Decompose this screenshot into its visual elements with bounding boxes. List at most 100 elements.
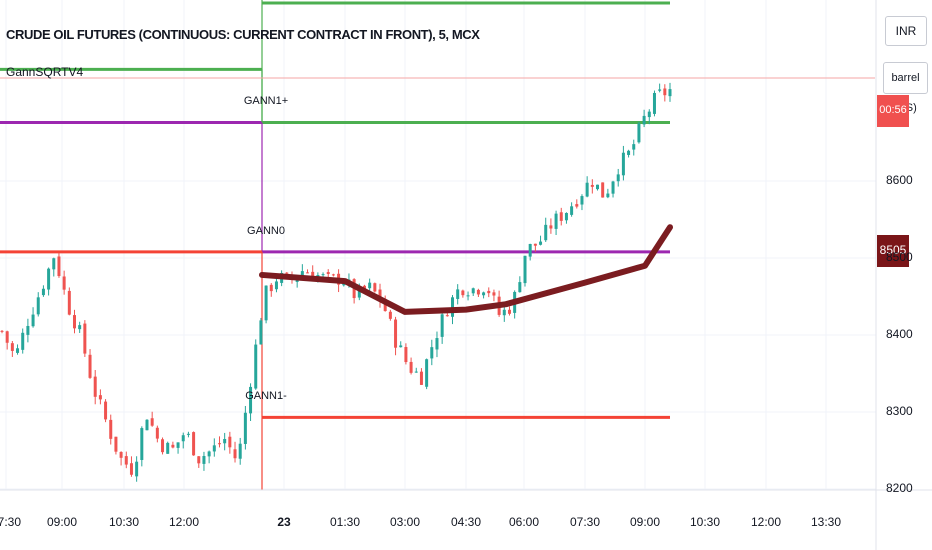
time-tick-label: 10:30	[108, 515, 140, 529]
candle	[47, 268, 51, 290]
candle	[471, 288, 475, 294]
candle	[621, 152, 625, 176]
candle	[176, 442, 180, 448]
candle	[145, 419, 149, 431]
candle	[0, 330, 4, 332]
candle	[321, 274, 325, 276]
candle	[119, 451, 123, 458]
candle	[549, 225, 553, 229]
candle	[41, 288, 45, 296]
price-tick-label: 8200	[886, 481, 913, 495]
candle	[62, 276, 66, 290]
candle	[368, 282, 372, 289]
candle	[378, 289, 382, 301]
candle	[507, 309, 511, 314]
time-tick-label: 13:30	[810, 515, 842, 529]
candle	[404, 347, 408, 363]
candle	[430, 347, 434, 359]
candle	[140, 428, 144, 460]
candle	[274, 281, 278, 290]
candle	[10, 343, 14, 351]
candle	[373, 283, 377, 292]
candle	[129, 463, 133, 475]
candle	[212, 445, 216, 452]
candle	[342, 282, 346, 286]
candle	[238, 443, 242, 459]
bar-countdown-badge: 00:56	[877, 95, 909, 127]
candle	[306, 272, 310, 274]
candle	[5, 331, 9, 343]
candle	[331, 274, 335, 276]
candle	[254, 344, 258, 389]
candle	[601, 182, 605, 198]
candle	[627, 150, 631, 155]
candle	[357, 286, 361, 298]
candle	[451, 297, 455, 317]
candle	[616, 174, 620, 182]
unit-button[interactable]: barrel (US)	[883, 62, 928, 114]
candle	[482, 292, 486, 296]
candle	[362, 285, 366, 290]
candle	[580, 196, 584, 205]
time-tick-label: 07:30	[0, 515, 22, 529]
price-tick-label: 8600	[886, 173, 913, 187]
candle	[72, 315, 76, 329]
candle	[575, 204, 579, 207]
candle	[93, 376, 97, 397]
candle	[31, 314, 35, 327]
candle	[171, 444, 175, 448]
candle	[228, 436, 232, 448]
candle	[409, 361, 413, 373]
moving-average-line	[259, 224, 673, 315]
time-tick-label: 09:00	[46, 515, 78, 529]
candle	[502, 309, 506, 316]
candle	[26, 325, 30, 335]
candle	[285, 272, 289, 274]
candle	[456, 289, 460, 299]
price-tick-label: 8400	[886, 327, 913, 341]
candle	[539, 241, 543, 245]
candle	[124, 456, 128, 465]
candle	[445, 315, 449, 317]
candle	[596, 184, 600, 190]
candle	[492, 292, 496, 296]
time-tick-label: 12:00	[750, 515, 782, 529]
candle	[419, 371, 423, 385]
symbol-title[interactable]: CRUDE OIL FUTURES (CONTINUOUS: CURRENT C…	[6, 27, 480, 42]
candle	[300, 271, 304, 278]
candle	[249, 386, 253, 414]
candle	[425, 359, 429, 387]
candle	[192, 432, 196, 456]
candle	[461, 290, 465, 296]
candle	[36, 297, 40, 315]
candle	[668, 89, 672, 97]
candle	[487, 290, 491, 294]
time-tick-label: 04:30	[450, 515, 482, 529]
candle	[166, 442, 170, 454]
candle	[476, 289, 480, 295]
candle	[155, 427, 159, 439]
candle	[135, 461, 139, 477]
candle	[559, 212, 563, 221]
candle	[399, 345, 403, 348]
candle	[233, 449, 237, 459]
candle	[528, 243, 532, 257]
candle	[554, 213, 558, 229]
candle	[388, 311, 392, 319]
price-tick-label: 8500	[886, 250, 913, 264]
candle	[161, 439, 165, 453]
ma-value-badge: 8505	[877, 235, 909, 267]
currency-button[interactable]: INR	[885, 16, 927, 46]
moving-average	[259, 224, 673, 315]
candle	[658, 89, 662, 91]
candle	[585, 182, 589, 197]
candle	[202, 456, 206, 464]
time-tick-label: 03:00	[389, 515, 421, 529]
candle	[394, 319, 398, 348]
candle	[21, 332, 25, 350]
candle	[269, 284, 273, 292]
time-tick-label: 01:30	[329, 515, 361, 529]
gann-level-label: GANN1-	[245, 390, 287, 403]
indicator-label[interactable]: GannSQRTV4	[6, 65, 84, 79]
